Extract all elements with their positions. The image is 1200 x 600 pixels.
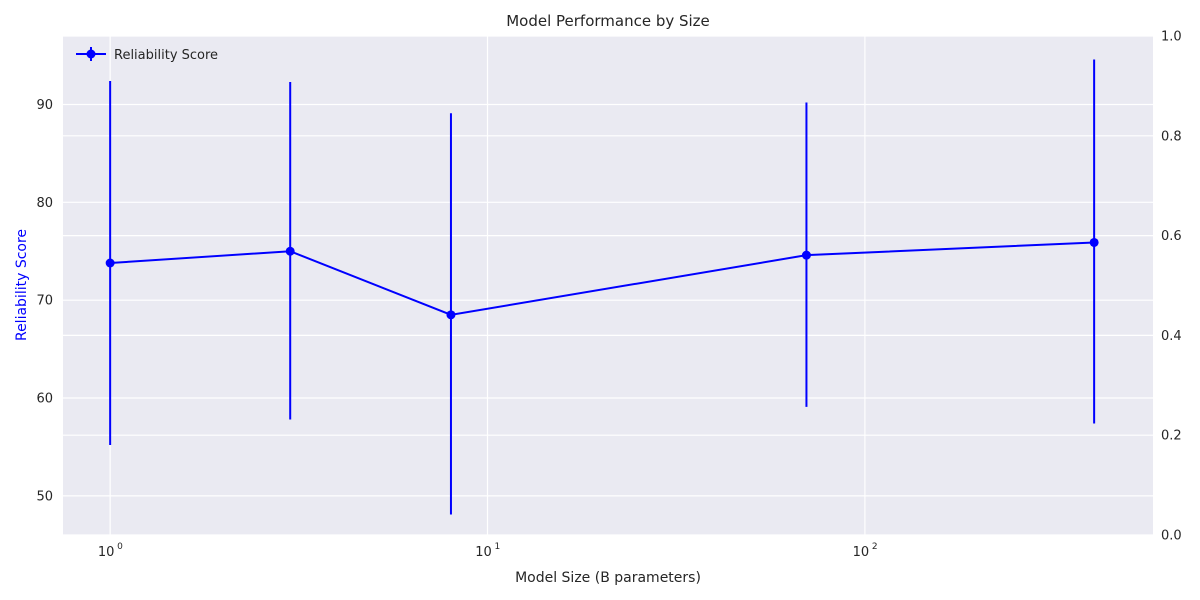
y2-tick-label: 0.0 — [1161, 529, 1182, 544]
x-tick-exponent: 0 — [117, 542, 123, 552]
x-tick-label: 10 — [475, 545, 492, 560]
data-point — [446, 310, 456, 320]
x-axis-ticks: 10 0 10 1 10 2 — [98, 542, 878, 560]
y-axis-ticks: 50 60 70 80 90 — [36, 98, 53, 504]
legend: Reliability Score — [76, 47, 218, 63]
x-tick-exponent: 2 — [872, 542, 878, 552]
data-point — [1089, 237, 1099, 247]
x-tick-label: 10 — [98, 545, 115, 560]
y2-tick-label: 1.0 — [1161, 30, 1182, 45]
x-tick-label: 10 — [853, 545, 870, 560]
y-axis-label: Reliability Score — [14, 229, 30, 341]
y-tick-label: 50 — [36, 489, 53, 504]
y2-tick-label: 0.8 — [1161, 129, 1182, 144]
y-tick-label: 80 — [36, 196, 53, 211]
y-tick-label: 60 — [36, 392, 53, 407]
y2-tick-label: 0.4 — [1161, 329, 1182, 344]
data-point — [285, 246, 295, 256]
y-tick-label: 70 — [36, 294, 53, 309]
x-tick-exponent: 1 — [495, 542, 501, 552]
y2-tick-label: 0.2 — [1161, 429, 1182, 444]
y2-tick-label: 0.6 — [1161, 229, 1182, 244]
y-tick-label: 90 — [36, 98, 53, 113]
chart-title: Model Performance by Size — [506, 12, 710, 30]
x-axis-label: Model Size (B parameters) — [515, 570, 701, 586]
legend-marker-dot — [86, 49, 96, 59]
legend-label: Reliability Score — [114, 48, 218, 63]
data-point — [105, 258, 115, 268]
secondary-y-axis-ticks: 0.0 0.2 0.4 0.6 0.8 1.0 — [1161, 30, 1182, 544]
data-point — [801, 250, 811, 260]
plot-area — [63, 36, 1153, 535]
series-layer — [105, 59, 1099, 515]
